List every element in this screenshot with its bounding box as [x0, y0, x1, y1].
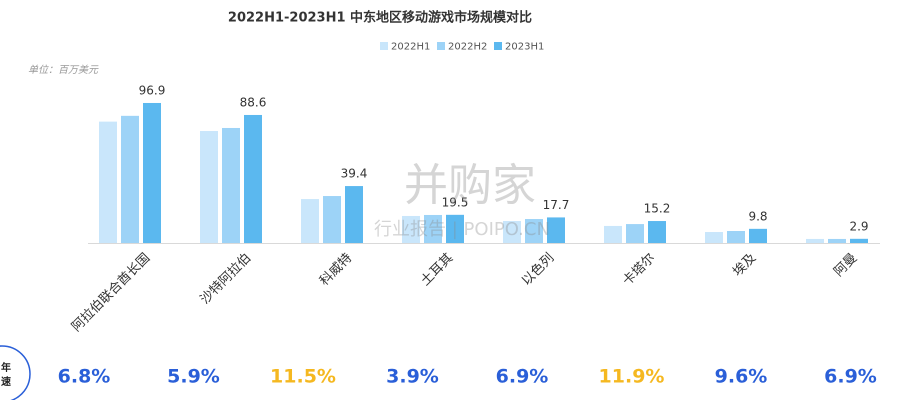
watermark: 行业报告 | POIPO.CN — [374, 219, 550, 240]
bar — [301, 199, 319, 243]
value-label: 9.8 — [748, 209, 767, 223]
bar — [604, 225, 622, 243]
bar — [446, 214, 464, 243]
x-tick-label: 科威特 — [317, 251, 355, 289]
badge — [0, 345, 31, 400]
bar — [626, 224, 644, 243]
bar — [806, 238, 824, 243]
value-label: 15.2 — [644, 202, 671, 216]
growth-label: 11.9% — [599, 366, 665, 388]
bar — [503, 221, 521, 243]
bar — [222, 127, 240, 243]
legend-swatch — [437, 42, 445, 50]
growth-label: 5.9% — [167, 366, 220, 388]
value-label: 2.9 — [849, 219, 868, 233]
growth-label: 6.9% — [824, 366, 877, 388]
bar — [525, 219, 543, 243]
watermark: 并购家 — [404, 160, 536, 211]
bar — [99, 121, 117, 243]
bar — [143, 102, 161, 244]
bar — [705, 232, 723, 243]
bar — [727, 231, 745, 243]
bar — [345, 186, 363, 243]
growth-label: 9.6% — [715, 366, 768, 388]
bar — [828, 238, 846, 243]
bar — [200, 131, 218, 243]
value-label: 17.7 — [543, 198, 570, 212]
chart-title: 2022H1-2023H1 中东地区移动游戏市场规模对比 — [228, 10, 532, 26]
growth-label: 3.9% — [386, 366, 439, 388]
x-tick-label: 沙特阿拉伯 — [198, 251, 255, 308]
bar — [850, 238, 868, 243]
badge-text: 速 — [1, 375, 11, 388]
legend-label: 2022H2 — [448, 42, 487, 53]
value-label: 88.6 — [240, 95, 267, 109]
x-tick-label: 阿曼 — [831, 251, 860, 280]
x-tick-label: 埃及 — [730, 251, 759, 280]
legend-swatch — [380, 42, 388, 50]
badge-text: 年 — [1, 361, 11, 374]
value-label: 19.5 — [442, 195, 469, 209]
unit-label: 单位：百万美元 — [28, 64, 99, 76]
legend-label: 2022H1 — [391, 42, 430, 53]
x-tick-label: 以色列 — [518, 250, 557, 289]
value-label: 96.9 — [139, 83, 166, 97]
value-label: 39.4 — [341, 167, 368, 181]
growth-label: 6.8% — [58, 366, 111, 388]
bar — [547, 217, 565, 243]
bar — [648, 221, 666, 243]
bar — [244, 114, 262, 244]
x-tick-label: 土耳其 — [418, 251, 456, 289]
bar — [402, 215, 420, 243]
bar — [323, 196, 341, 243]
x-tick-label: 卡塔尔 — [620, 251, 658, 289]
growth-label: 11.5% — [270, 366, 336, 388]
bar — [121, 115, 139, 243]
growth-label: 6.9% — [496, 366, 549, 388]
x-tick-label: 阿拉伯联合酋长国 — [68, 250, 153, 335]
bar — [424, 214, 442, 243]
legend-label: 2023H1 — [505, 42, 544, 53]
bar — [749, 228, 767, 243]
legend-swatch — [494, 42, 502, 50]
